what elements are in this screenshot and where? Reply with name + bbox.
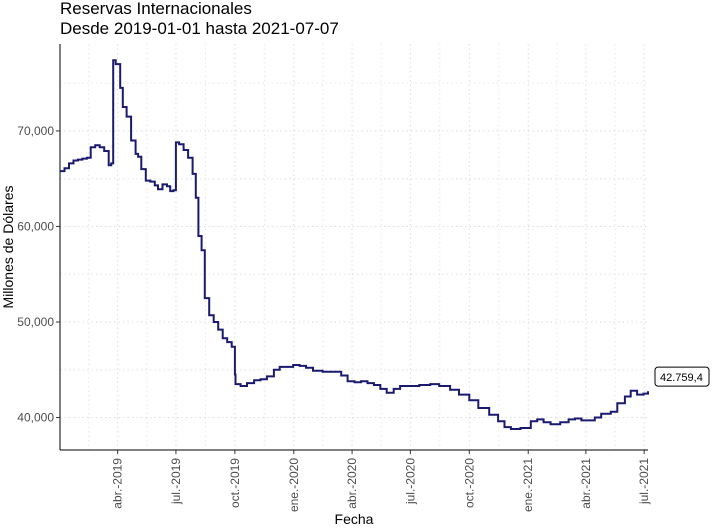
- y-tick-label: 40,000: [17, 411, 54, 425]
- x-tick-label: oct.-2019: [228, 458, 242, 508]
- y-tick-label: 50,000: [17, 315, 54, 329]
- x-tick-label: oct.-2020: [462, 458, 476, 508]
- x-tick-label: abr.-2020: [345, 458, 359, 509]
- x-tick-label: abr.-2021: [579, 458, 593, 509]
- last-value-label-box: [654, 366, 710, 387]
- last-value-label-group: 42.759,4: [654, 366, 710, 387]
- x-tick-label: jul.-2019: [169, 458, 183, 505]
- last-value-label: 42.759,4: [660, 372, 703, 384]
- axes: [59, 44, 648, 451]
- x-axis-ticks: abr.-2019 jul.-2019 oct.-2019 ene.-2020 abr.…: [111, 450, 651, 512]
- y-tick-label: 70,000: [17, 124, 54, 138]
- x-tick-label: abr.-2019: [111, 458, 125, 509]
- x-tick-label: jul.-2020: [403, 458, 417, 505]
- x-tick-label: ene.-2021: [521, 458, 535, 512]
- x-axis-title: Fecha: [335, 511, 374, 527]
- x-tick-label: jul.-2021: [637, 458, 651, 505]
- y-axis-ticks: 40,000 50,000 60,000 70,000: [17, 124, 60, 425]
- grid-lines: [60, 44, 648, 450]
- chart-subtitle: Desde 2019-01-01 hasta 2021-07-07: [60, 19, 339, 38]
- chart-title: Reservas Internacionales: [60, 0, 252, 18]
- x-tick-label: ene.-2020: [287, 458, 301, 512]
- series-line: [60, 59, 649, 430]
- y-axis-title: Millones de Dólares: [0, 186, 16, 309]
- y-tick-label: 60,000: [17, 219, 54, 233]
